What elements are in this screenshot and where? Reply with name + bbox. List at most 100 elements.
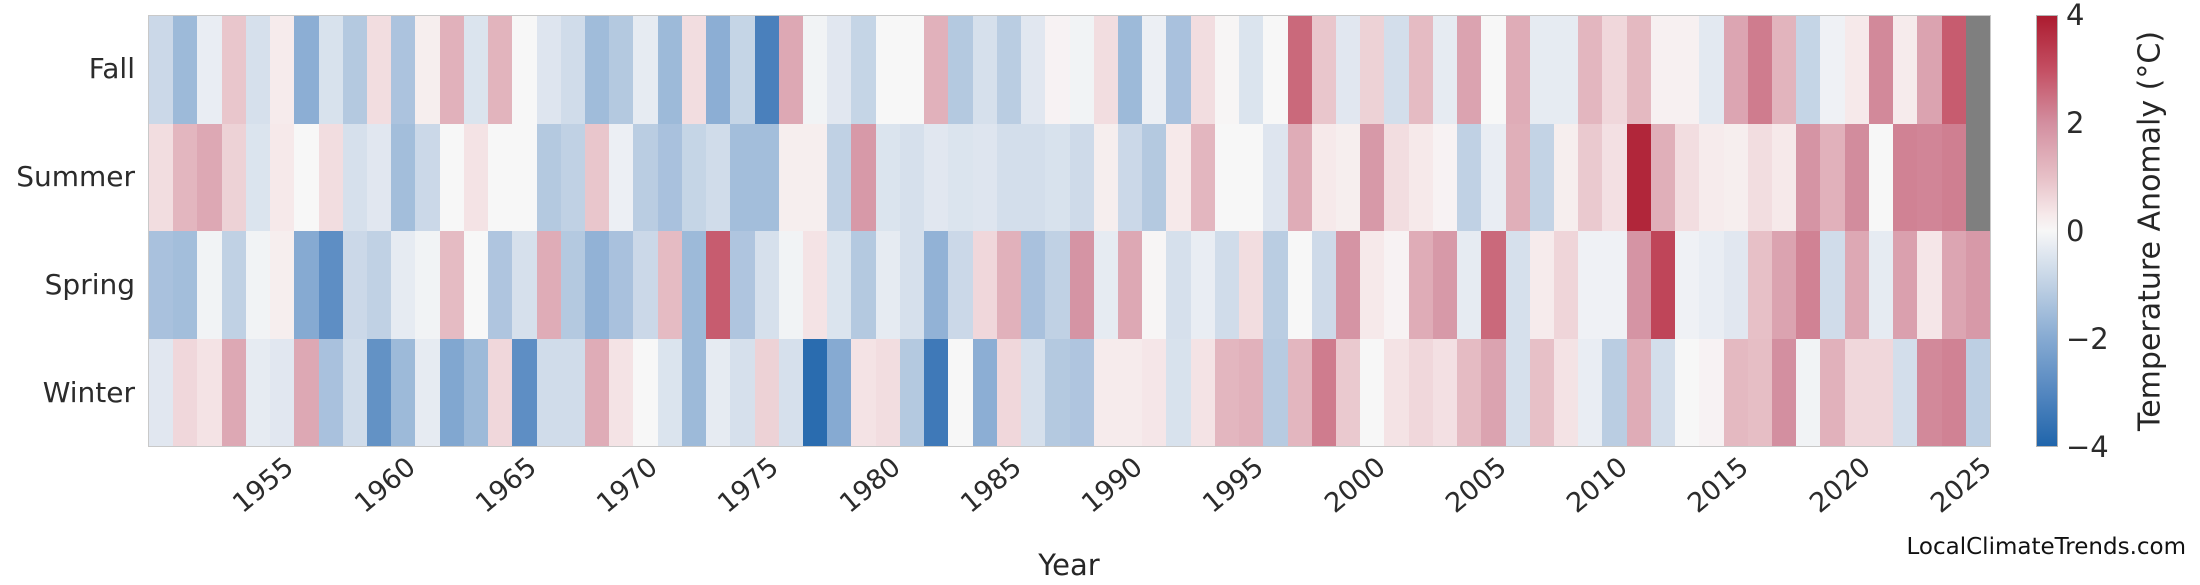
heatmap-cell [1045,338,1070,446]
heatmap-cell [1893,231,1918,339]
colorbar-tick-label: −2 [2066,322,2109,356]
heatmap-cell [173,338,198,446]
heatmap-cell [1771,231,1797,339]
heatmap-cell [245,338,271,446]
heatmap-cell [1045,123,1070,231]
heatmap-cell [996,338,1022,446]
heatmap-cell [633,231,658,339]
heatmap-cell [948,338,973,446]
heatmap-cell [1844,231,1869,339]
heatmap-cell [173,123,198,231]
heatmap-cell [948,123,973,231]
heatmap-cell [1335,338,1361,446]
heatmap-cell [391,123,416,231]
heatmap-cell [1360,338,1385,446]
heatmap-cell [585,231,610,339]
heatmap-cell [270,123,295,231]
heatmap-cell [1723,231,1748,339]
heatmap-cell [585,16,610,124]
heatmap-cell [1602,16,1627,124]
heatmap-cell [706,231,731,339]
heatmap-cell [851,338,876,446]
heatmap-cell [415,231,440,339]
heatmap-cell [1699,231,1724,339]
heatmap-cell [827,338,852,446]
heatmap-cell [1844,123,1869,231]
heatmap-cell [1844,16,1869,124]
heatmap-cell [221,16,246,124]
heatmap-cell [924,16,949,124]
heatmap-cell [1432,16,1458,124]
heatmap-cell [633,16,658,124]
heatmap-cell [1166,16,1191,124]
heatmap-cell [1384,231,1409,339]
heatmap-cell [1529,338,1554,446]
heatmap-cell [1820,231,1845,339]
heatmap-cell [221,338,246,446]
heatmap-cell [948,16,973,124]
heatmap-cell [754,123,779,231]
heatmap-cell [1190,123,1215,231]
x-tick-label: 1985 [954,451,1028,520]
heatmap-cell [706,16,731,124]
heatmap-cell [560,123,586,231]
heatmap-cell [996,123,1022,231]
heatmap-cell [1335,123,1361,231]
heatmap-cell [1263,338,1288,446]
heatmap-cell [1965,231,1990,339]
heatmap-cell [875,123,900,231]
heatmap-cell [367,16,392,124]
heatmap-row-spring [149,231,1990,339]
row-label-winter: Winter [42,376,135,409]
heatmap-cell [1239,123,1264,231]
heatmap-cell [1384,16,1409,124]
heatmap-cell [1093,231,1118,339]
heatmap-cell [1287,16,1312,124]
heatmap-cell [803,16,828,124]
row-label-fall: Fall [88,52,135,85]
heatmap-cell [778,123,804,231]
x-tick-label: 1975 [712,451,786,520]
heatmap-cell [512,16,537,124]
heatmap-cell [1626,338,1651,446]
heatmap-cell [342,16,367,124]
heatmap-cell [1723,123,1748,231]
heatmap-cell [1796,123,1821,231]
heatmap-cell [1287,338,1312,446]
heatmap-cell [1142,123,1167,231]
x-tick-label: 2025 [1924,451,1998,520]
heatmap-cell [1214,231,1240,339]
heatmap-cell [681,231,707,339]
heatmap-cell [1384,123,1409,231]
x-tick-label: 1990 [1076,451,1149,520]
heatmap-cell [342,338,367,446]
heatmap-cell [463,231,489,339]
heatmap-cell [1045,231,1070,339]
heatmap-cell [803,338,828,446]
heatmap-cell [1384,338,1409,446]
heatmap-cell [415,123,440,231]
heatmap-cell [560,16,586,124]
heatmap-cell [1771,123,1797,231]
heatmap-cell [1965,338,1990,446]
heatmap-row-summer [149,123,1990,231]
heatmap-cell [173,231,198,339]
heatmap-cell [1553,16,1579,124]
heatmap-cell [463,123,489,231]
heatmap-cell [1457,123,1482,231]
heatmap-cell [1941,338,1966,446]
heatmap-cell [560,338,586,446]
heatmap-cell [197,123,222,231]
heatmap-cell [827,123,852,231]
heatmap-cell [1142,231,1167,339]
heatmap-cell [342,231,367,339]
heatmap-cell [318,231,343,339]
heatmap-cell [1505,231,1530,339]
heatmap-cell [1675,338,1700,446]
heatmap-cell [609,338,634,446]
heatmap-cell [609,231,634,339]
heatmap-cell [367,231,392,339]
heatmap-cell [924,231,949,339]
heatmap-cell [1917,123,1942,231]
heatmap-cell [1893,123,1918,231]
